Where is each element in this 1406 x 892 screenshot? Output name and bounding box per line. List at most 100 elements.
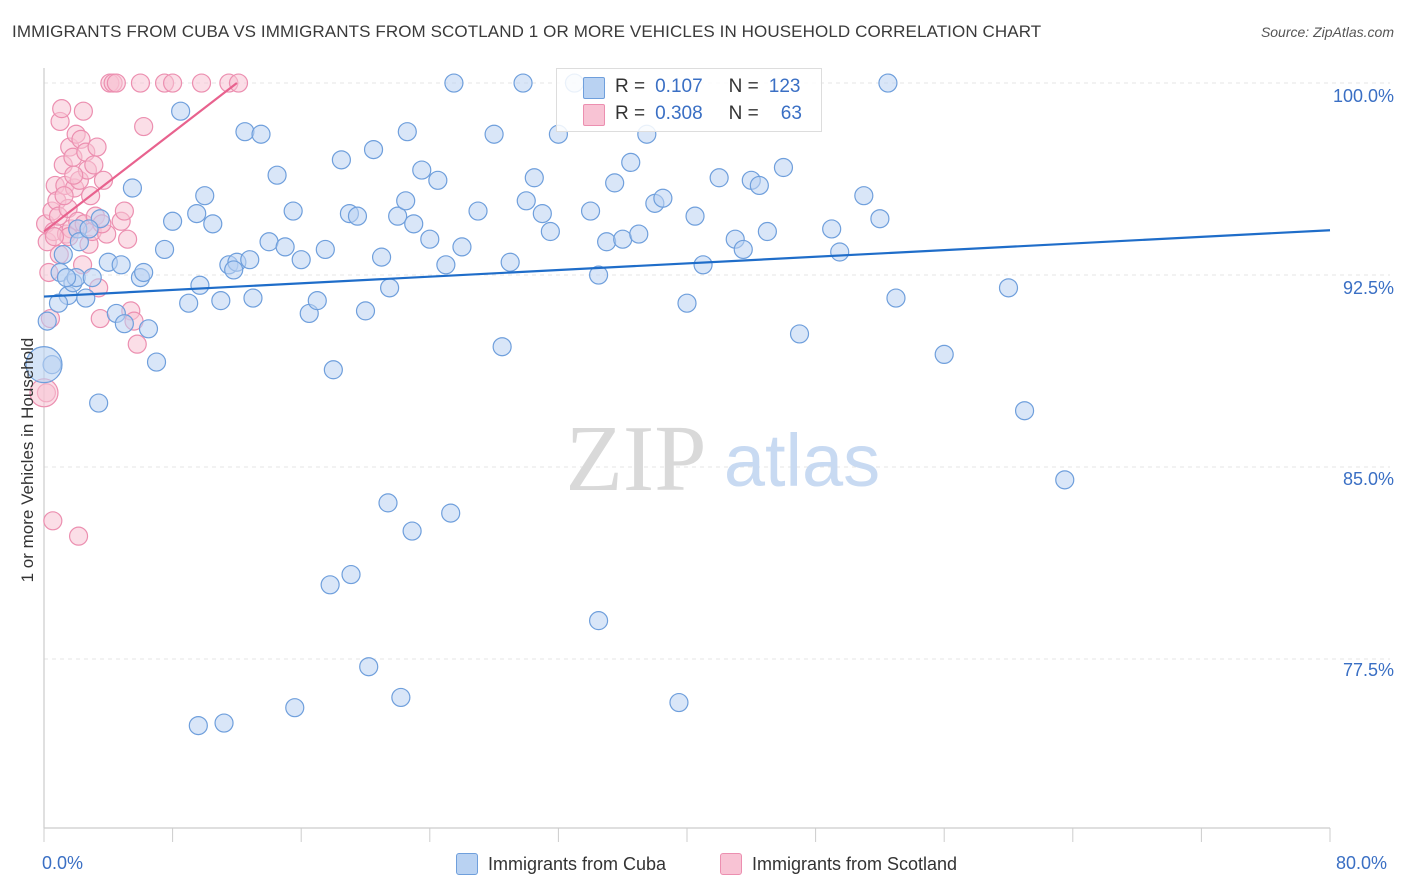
cuba-point	[146, 352, 167, 372]
n-label: N =	[728, 76, 759, 97]
cuba-point	[597, 232, 617, 252]
scotland-point	[106, 73, 126, 93]
scotland-point	[87, 137, 107, 157]
series-cuba	[25, 73, 1075, 736]
scotland-point	[127, 334, 147, 354]
cuba-point	[468, 201, 488, 221]
cuba-point	[420, 229, 440, 249]
cuba-point	[320, 575, 340, 595]
y-tick-label: 100.0%	[1332, 86, 1394, 106]
scotland-point	[93, 170, 114, 190]
cuba-point	[114, 314, 134, 334]
scotland-point	[117, 229, 138, 249]
cuba-point	[53, 244, 73, 265]
watermark-atlas: atlas	[724, 419, 880, 502]
r-value: 0.308	[655, 103, 703, 124]
cuba-point	[854, 186, 874, 206]
cuba-point	[822, 219, 842, 239]
cuba-point	[291, 250, 311, 270]
cuba-point	[441, 503, 461, 523]
cuba-point	[187, 204, 207, 224]
scotland-point	[130, 73, 151, 93]
cuba-point	[211, 291, 231, 311]
cuba-point	[524, 168, 544, 188]
x-tick-label: 0.0%	[42, 853, 84, 873]
chart-title: IMMIGRANTS FROM CUBA VS IMMIGRANTS FROM …	[12, 22, 1042, 41]
cuba-point	[315, 239, 335, 260]
cuba-point	[240, 250, 260, 270]
trend-lines	[43, 82, 1331, 298]
legend-item-cuba: Immigrants from Cuba	[456, 852, 666, 876]
legend-label-scotland: Immigrants from Scotland	[752, 853, 958, 874]
y-axis-label: 1 or more Vehicles in Household	[18, 337, 37, 583]
legend-row-cuba: R = 0.107 N = 123	[583, 75, 800, 99]
cuba-point	[613, 229, 633, 249]
cuba-point	[307, 291, 327, 311]
cuba-point	[363, 140, 384, 160]
cuba-point	[56, 268, 77, 288]
legend-item-scotland: Immigrants from Scotland	[720, 852, 957, 876]
cuba-point	[163, 211, 183, 231]
scotland-point	[52, 99, 72, 119]
cuba-point	[82, 268, 102, 288]
axes	[43, 68, 1331, 842]
source-label: Source: ZipAtlas.com	[1260, 24, 1394, 40]
cuba-point	[397, 122, 417, 142]
r-label: R =	[615, 103, 646, 124]
cuba-point	[378, 493, 398, 513]
cuba-point	[1014, 401, 1035, 421]
cuba-point	[214, 713, 234, 733]
scotland-legend-swatch	[720, 853, 742, 875]
cuba-trend-line	[43, 229, 1331, 298]
cuba-point	[380, 278, 400, 298]
cuba-point	[122, 178, 143, 198]
n-label: N =	[728, 103, 759, 124]
cuba-point	[513, 73, 533, 93]
correlation-legend: R = 0.107 N = 123 R = 0.308 N = 63	[556, 68, 822, 132]
cuba-point	[243, 288, 263, 308]
scotland-point	[163, 73, 183, 93]
cuba-point	[331, 150, 351, 170]
cuba-point	[789, 324, 810, 344]
cuba-point	[500, 252, 520, 272]
cuba-point	[188, 715, 208, 736]
cuba-point	[757, 221, 777, 242]
scotland-point	[84, 155, 104, 175]
cuba-point	[267, 165, 287, 185]
cuba-point	[588, 265, 609, 285]
cuba-point	[138, 319, 159, 339]
cuba-swatch	[583, 77, 605, 99]
scotland-point	[44, 227, 65, 247]
cuba-point	[89, 393, 109, 413]
cuba-point	[998, 278, 1019, 298]
cuba-point	[540, 221, 560, 242]
cuba-point	[436, 255, 456, 275]
cuba-point	[677, 293, 697, 313]
cuba-point	[733, 239, 753, 260]
cuba-point	[886, 288, 906, 308]
cuba-point	[69, 232, 89, 252]
scotland-point	[90, 308, 110, 329]
scotland-point	[43, 511, 63, 531]
scotland-point	[73, 101, 93, 121]
cuba-point	[111, 255, 131, 275]
cuba-point	[444, 73, 464, 93]
cuba-point	[669, 692, 689, 713]
watermark-zip: ZIP	[566, 407, 707, 511]
cuba-point	[773, 157, 794, 178]
cuba-point	[251, 124, 271, 144]
r-value: 0.107	[655, 76, 703, 97]
cuba-point	[629, 224, 649, 244]
cuba-point	[391, 687, 411, 708]
cuba-point	[347, 206, 368, 226]
cuba-point	[179, 293, 199, 313]
cuba-point	[830, 242, 850, 262]
scotland-point	[191, 73, 212, 93]
cuba-point	[25, 346, 63, 384]
cuba-point	[709, 168, 729, 188]
cuba-point	[580, 201, 601, 221]
scotland-point	[64, 165, 84, 185]
cuba-point	[404, 214, 424, 234]
scotland-point	[228, 73, 249, 93]
cuba-point	[235, 122, 255, 142]
